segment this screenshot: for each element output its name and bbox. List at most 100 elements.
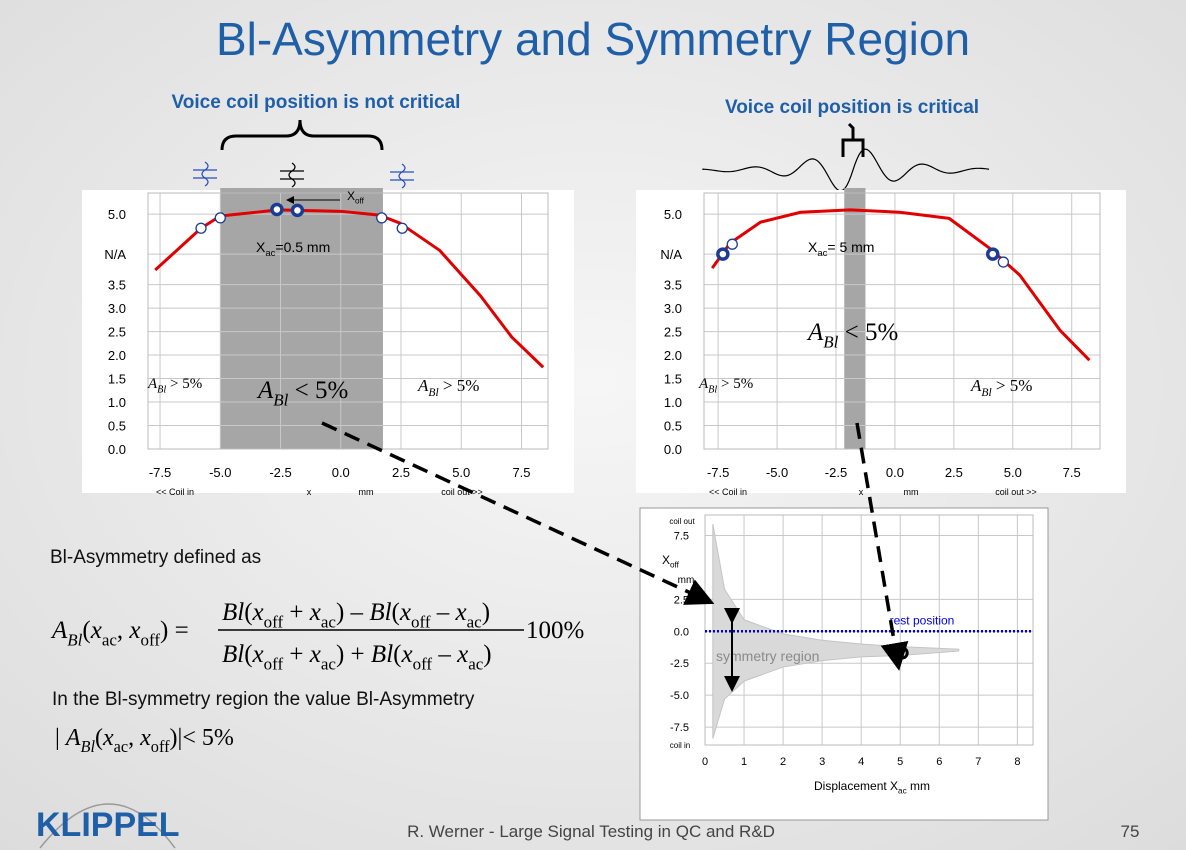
text-part: A [256,377,274,404]
connector [321,421,715,605]
heading: Voice coil position is critical [725,97,979,118]
symmetry-region [220,188,383,449]
text-part: > 5% [992,376,1033,395]
x-tick-label: -2.5 [825,465,847,480]
text-part: x [399,599,411,626]
region-label: symmetry region [716,648,819,664]
x-tick-label: 0.0 [332,465,350,480]
text-part: Bl [708,385,717,396]
x-tick-label: 3 [819,756,825,768]
text-part: ac [468,655,484,674]
text-part: A [698,376,709,392]
x-tick-label: 7.5 [512,465,530,480]
text-part: ( [244,641,252,668]
text-part: > 5% [439,376,480,395]
text-part: Bl [369,599,391,626]
rich-text: | ABl(xac, xoff)|< 5% [55,725,234,756]
y-tick-label: N/A [104,247,126,262]
rich-text: ABl < 5% [806,319,898,352]
text-part: ) = [160,617,189,644]
text-part: = 5 mm [827,239,874,255]
y-tick-label: 1.0 [108,395,126,410]
x-tick-label: -5.0 [209,465,231,480]
text-part: x [309,641,321,668]
text-part: Bl [157,385,166,396]
text-part: Bl [273,391,288,410]
x-axis-label: << Coil in [156,487,194,497]
x-axis-label: x [307,487,312,497]
text-part: ) – [336,599,369,626]
text-part: Bl [222,599,244,626]
text-part: ac [321,613,337,632]
spring-icon [280,162,304,188]
text-part: ) [482,599,490,626]
text-part: Bl [428,386,438,399]
text-part: A [50,617,68,644]
x-tick-label: -7.5 [707,465,729,480]
rich-text: ABl > 5% [698,376,753,396]
marker [716,247,730,261]
text-part: X [347,189,355,203]
y-tick-label: 1.0 [664,395,682,410]
text-part: ) [483,641,491,668]
x-tick-label: 5.0 [452,465,470,480]
text-part: X [662,553,670,567]
y-tick-label: 5.0 [108,207,126,222]
y-tick-label: 2.5 [108,325,126,340]
text-part: A [970,376,982,395]
y-tick-label: 3.0 [664,301,682,316]
text-part: > 5% [166,376,202,392]
x-axis-label: mm [359,487,374,497]
page-number: 75 [1121,822,1140,841]
text-part: Bl [80,737,95,756]
body-text: Bl-Asymmetry defined as [50,547,261,568]
x-tick-label: 8 [1014,756,1020,768]
text-part: Bl [222,641,244,668]
text-part: ac [817,248,827,259]
y-tick-label: 3.0 [108,301,126,316]
text-part: ac [321,655,337,674]
bracket [841,122,865,157]
rest-label: rest position [890,613,955,627]
text-part: ac [898,787,907,796]
y-tick-label: 0.0 [664,442,682,457]
plot-frame [704,514,1034,746]
text-part: – [432,641,457,668]
spring-icon [390,163,414,189]
text-part: off [355,197,365,206]
x-tick-label: 1 [741,756,747,768]
text-part: ac [102,631,118,650]
rich-text: ABl < 5% [256,377,348,410]
text-part: x [454,599,466,626]
text-part: , [117,617,130,644]
marker [214,212,226,224]
rich-text: Xoff [347,189,365,206]
y-axis-label: coil in [670,741,690,750]
text-part: , [128,725,140,751]
text-part: ac [265,248,275,259]
x-tick-label: 5 [897,756,903,768]
rich-text: Displacement Xac mm [814,779,930,796]
chart-panel [639,507,1049,821]
y-tick-label: 0.0 [674,626,689,638]
text-part: ac [114,737,128,756]
rich-text: ABl(xac, xoff) = [50,617,189,650]
text-part: =0.5 mm [275,239,330,255]
text-part: X [808,239,818,255]
x-tick-label: 7 [975,756,981,768]
text-part: off [264,655,284,674]
bracket [220,119,384,151]
text-part: < 5% [288,377,348,404]
x-tick-label: -7.5 [149,465,171,480]
y-tick-label: 2.5 [664,325,682,340]
text-part: Bl [67,631,82,650]
x-tick-label: 2 [780,756,786,768]
rich-text: Xac=0.5 mm [256,239,330,259]
y-tick-label: 3.5 [108,278,126,293]
rich-text: Bl(xoff + xac) + Bl(xoff – xac) [222,641,492,674]
text-part: A [806,319,824,346]
y-axis-label: mm [678,575,695,586]
y-tick-label: -5.0 [670,690,689,702]
text-part: + [283,599,310,626]
